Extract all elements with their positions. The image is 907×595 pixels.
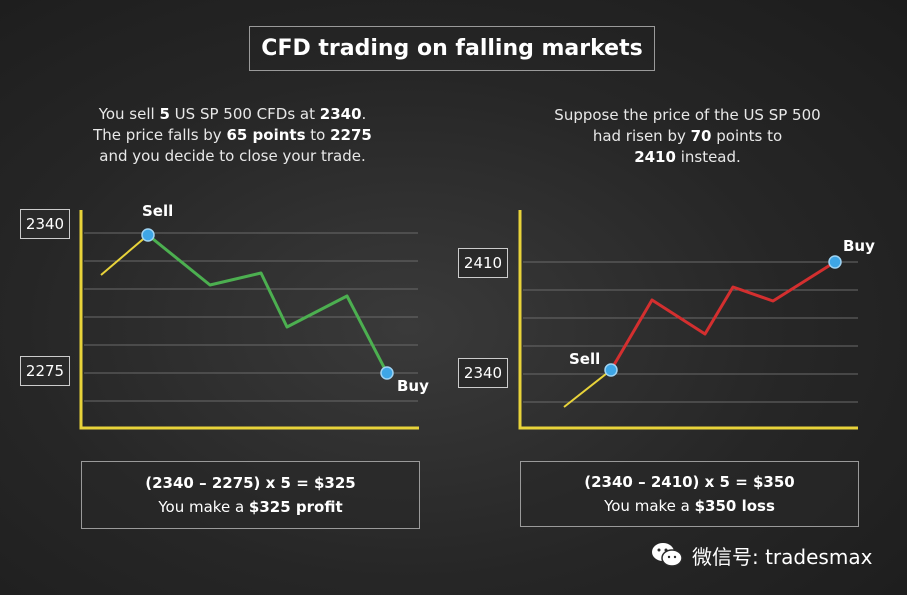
title-box: CFD trading on falling markets: [249, 26, 655, 71]
left-price-high-box: 2340: [20, 209, 70, 239]
text: had risen by: [592, 127, 691, 145]
right-result-box: (2340 – 2410) x 5 = $350 You make a $350…: [520, 461, 859, 527]
text: You make a: [604, 497, 695, 515]
text: US SP 500 CFDs at: [169, 105, 320, 123]
price-label: 2275: [25, 362, 65, 380]
emph: 5: [159, 105, 170, 123]
right-buy-marker: [828, 255, 842, 269]
right-gridlines: [523, 261, 858, 403]
left-buy-marker: [380, 366, 394, 380]
left-lead-in-line: [100, 234, 149, 276]
text: instead.: [675, 148, 741, 166]
emph: 2275: [330, 126, 372, 144]
right-price-line: [609, 260, 836, 371]
right-price-low-box: 2340: [458, 358, 508, 388]
text: You sell: [98, 105, 160, 123]
price-label: 2410: [463, 254, 503, 272]
emph: 2340: [319, 105, 362, 123]
left-desc-line-1: You sell 5 US SP 500 CFDs at 2340.: [60, 104, 405, 125]
right-desc-line-1: Suppose the price of the US SP 500: [554, 106, 821, 124]
page-title: CFD trading on falling markets: [261, 36, 643, 61]
right-sell-label: Sell: [569, 350, 601, 368]
text: points to: [711, 127, 783, 145]
left-sell-marker: [141, 228, 155, 242]
right-chart: [518, 210, 858, 430]
emph: 2410: [634, 148, 676, 166]
left-gridlines: [84, 232, 418, 402]
right-y-axis: [518, 210, 858, 430]
right-buy-label: Buy: [843, 237, 875, 255]
left-sell-label: Sell: [142, 202, 174, 220]
left-desc-line-2: The price falls by 65 points to 2275: [60, 125, 405, 146]
left-price-line: [147, 233, 389, 374]
text: .: [361, 105, 367, 123]
text: The price falls by: [93, 126, 227, 144]
text: You make a: [158, 498, 249, 516]
left-chart: [79, 210, 419, 430]
emph: 65 points: [226, 126, 306, 144]
left-result-line: You make a $325 profit: [158, 495, 342, 519]
price-label: 2340: [463, 364, 503, 382]
right-result-line: You make a $350 loss: [604, 494, 775, 518]
right-description: Suppose the price of the US SP 500 had r…: [505, 105, 870, 168]
right-lead-in-line: [563, 369, 612, 408]
watermark-text: 微信号: tradesmax: [692, 544, 873, 569]
wechat-icon: [652, 543, 683, 567]
left-result-box: (2340 – 2275) x 5 = $325 You make a $325…: [81, 461, 420, 529]
left-y-axis: [79, 210, 419, 430]
result-amount: $325 profit: [248, 498, 343, 516]
text: to: [305, 126, 331, 144]
right-formula: (2340 – 2410) x 5 = $350: [584, 473, 795, 491]
left-buy-label: Buy: [397, 377, 429, 395]
right-desc-line-2: had risen by 70 points to: [505, 126, 870, 147]
watermark: 微信号: tradesmax: [650, 540, 872, 570]
right-sell-marker: [604, 363, 618, 377]
left-description: You sell 5 US SP 500 CFDs at 2340. The p…: [60, 104, 405, 167]
result-amount: $350 loss: [694, 497, 775, 515]
left-price-low-box: 2275: [20, 356, 70, 386]
left-formula: (2340 – 2275) x 5 = $325: [145, 474, 356, 492]
right-price-high-box: 2410: [458, 248, 508, 278]
price-label: 2340: [25, 215, 65, 233]
left-desc-line-3: and you decide to close your trade.: [99, 147, 366, 165]
emph: 70: [690, 127, 712, 145]
right-desc-line-3: 2410 instead.: [505, 147, 870, 168]
